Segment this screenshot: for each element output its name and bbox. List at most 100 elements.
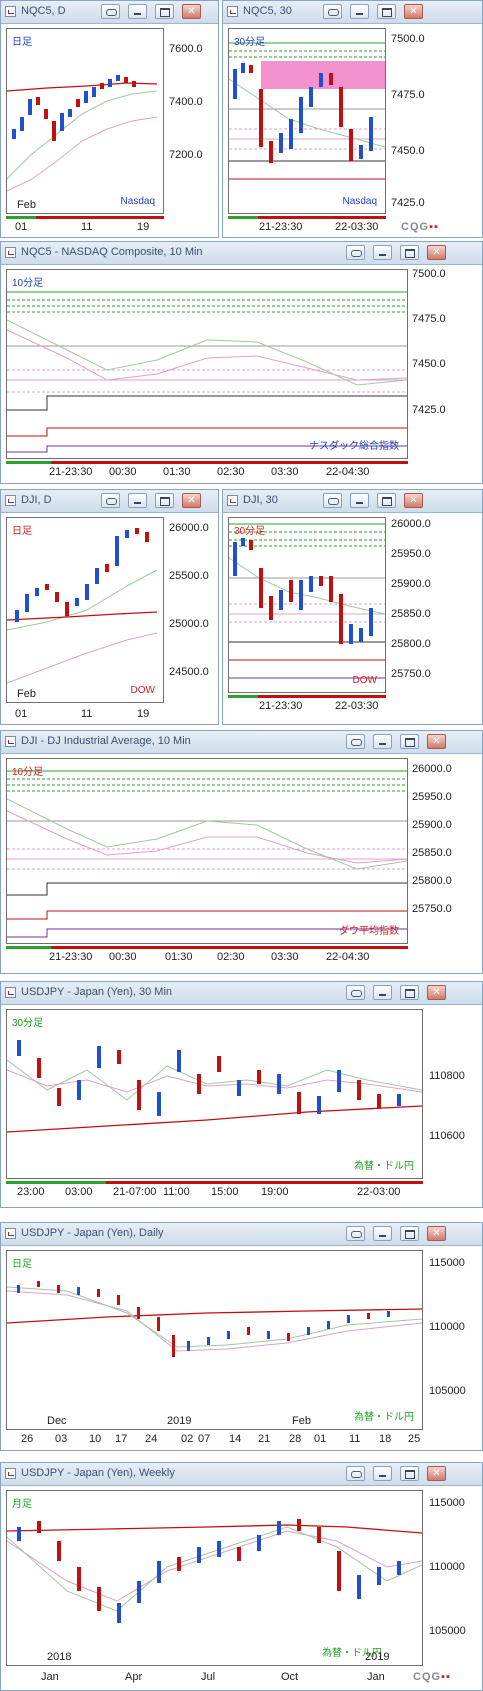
- y-tick: 24500.0: [169, 666, 209, 678]
- x-tick: 03:00: [65, 1186, 93, 1198]
- candlestick-chart: [7, 1519, 422, 1623]
- close-button[interactable]: [427, 245, 446, 260]
- title-bar[interactable]: USDJPY - Japan (Yen), Weekly: [1, 1463, 482, 1486]
- timeframe-label: 30分足: [12, 1018, 44, 1029]
- close-button[interactable]: [182, 493, 201, 508]
- cqg-logo: CQG▪▪: [401, 221, 439, 233]
- y-tick: 7500.0: [391, 33, 425, 45]
- maximize-button[interactable]: [155, 493, 174, 508]
- y-tick: 7450.0: [391, 145, 425, 157]
- x-tick: 28: [289, 1433, 302, 1445]
- timeframe-label: 30分足: [234, 37, 266, 48]
- window-icon: [5, 987, 16, 998]
- close-button[interactable]: [427, 1466, 446, 1481]
- title-bar[interactable]: USDJPY - Japan (Yen), 30 Min: [1, 982, 482, 1005]
- maximize-button[interactable]: [400, 245, 419, 260]
- chart-window-dji-daily[interactable]: DJI, D 日足 DOW Feb 26000.0 25500.0 25000.…: [0, 489, 219, 725]
- close-button[interactable]: [404, 493, 423, 508]
- maximize-button[interactable]: [377, 493, 396, 508]
- price-plot[interactable]: 30分足 DOW: [228, 517, 386, 693]
- link-icon[interactable]: [323, 4, 342, 19]
- minimize-button[interactable]: [128, 4, 147, 19]
- minimize-button[interactable]: [373, 985, 392, 1000]
- chart-window-nqc5-daily[interactable]: NQC5, D 日足 Nasdaq Feb 7600.0 7400.0 7200…: [0, 0, 219, 238]
- link-icon[interactable]: [346, 985, 365, 1000]
- link-icon[interactable]: [346, 245, 365, 260]
- close-button[interactable]: [404, 4, 423, 19]
- close-button[interactable]: [427, 985, 446, 1000]
- title-bar[interactable]: DJI, 30: [223, 490, 482, 513]
- window-title: NQC5, D: [21, 5, 66, 17]
- title-bar[interactable]: NQC5, 30: [223, 1, 482, 24]
- y-tick: 25800.0: [412, 875, 452, 887]
- link-icon[interactable]: [323, 493, 342, 508]
- maximize-button[interactable]: [377, 4, 396, 19]
- y-tick: 25850.0: [391, 608, 431, 620]
- price-plot[interactable]: 10分足 ナスダック総合指数: [6, 269, 408, 459]
- y-tick: 110000: [429, 1321, 465, 1333]
- x-tick: Jan: [41, 1671, 59, 1683]
- x-tick: 25: [408, 1433, 421, 1445]
- window-icon: [5, 6, 16, 17]
- price-plot[interactable]: 30分足 為替・ドル円: [6, 1009, 423, 1179]
- candlestick-chart: [7, 291, 407, 453]
- x-tick: 21: [258, 1433, 271, 1445]
- minimize-button[interactable]: [373, 1226, 392, 1241]
- price-plot[interactable]: 日足 DOW Feb: [6, 517, 164, 703]
- price-plot[interactable]: 日足 為替・ドル円 Dec 2019 Feb: [6, 1250, 423, 1430]
- x-tick: 11: [81, 221, 93, 233]
- instrument-caption: Nasdaq: [342, 196, 377, 207]
- x-tick-year: 2019: [365, 1651, 390, 1663]
- link-icon[interactable]: [346, 1466, 365, 1481]
- title-bar[interactable]: DJI, D: [1, 490, 218, 513]
- minimize-button[interactable]: [128, 493, 147, 508]
- timeframe-label: 日足: [12, 37, 32, 48]
- x-tick: 01:30: [163, 466, 191, 478]
- x-tick: 15:00: [211, 1186, 239, 1198]
- price-plot[interactable]: 日足 Nasdaq Feb: [6, 28, 164, 214]
- price-plot[interactable]: 30分足 Nasdaq: [228, 28, 386, 214]
- maximize-button[interactable]: [400, 734, 419, 749]
- close-button[interactable]: [182, 4, 201, 19]
- chart-window-usdjpy-weekly[interactable]: USDJPY - Japan (Yen), Weekly 月足 為替・ドル円 2…: [0, 1462, 483, 1691]
- link-icon[interactable]: [101, 4, 120, 19]
- minimize-button[interactable]: [350, 4, 369, 19]
- x-tick: 24: [145, 1433, 158, 1445]
- x-tick: 07: [198, 1433, 211, 1445]
- chart-window-dji-30min[interactable]: DJI, 30 30分足 DOW 26000.0 25950.0 25900.0: [222, 489, 483, 725]
- x-tick: 22-03:00: [357, 1186, 401, 1198]
- chart-window-usdjpy-daily[interactable]: USDJPY - Japan (Yen), Daily 日足 為替・ドル円 De…: [0, 1222, 483, 1451]
- link-icon[interactable]: [346, 734, 365, 749]
- minimize-button[interactable]: [373, 245, 392, 260]
- x-tick-month: 2019: [167, 1415, 192, 1427]
- chart-window-usdjpy-30min[interactable]: USDJPY - Japan (Yen), 30 Min 30分足 為替・ドル円…: [0, 981, 483, 1208]
- maximize-button[interactable]: [155, 4, 174, 19]
- x-tick: Jul: [201, 1671, 216, 1683]
- window-title: DJI, D: [21, 494, 52, 506]
- maximize-button[interactable]: [400, 985, 419, 1000]
- x-tick: 02: [181, 1433, 194, 1445]
- chart-window-dji-10min[interactable]: DJI - DJ Industrial Average, 10 Min 10分足…: [0, 730, 483, 974]
- title-bar[interactable]: USDJPY - Japan (Yen), Daily: [1, 1223, 482, 1246]
- x-tick: 00:30: [109, 466, 137, 478]
- x-tick-month: Feb: [17, 199, 36, 211]
- link-icon[interactable]: [101, 493, 120, 508]
- title-bar[interactable]: DJI - DJ Industrial Average, 10 Min: [1, 731, 482, 754]
- link-icon[interactable]: [346, 1226, 365, 1241]
- chart-window-nqc5-10min[interactable]: NQC5 - NASDAQ Composite, 10 Min 10分足 ナスダ…: [0, 241, 483, 484]
- maximize-button[interactable]: [400, 1226, 419, 1241]
- price-plot[interactable]: 10分足 ダウ平均指数: [6, 758, 408, 944]
- x-tick: 02:30: [217, 466, 245, 478]
- minimize-button[interactable]: [373, 734, 392, 749]
- instrument-caption: 為替・ドル円: [354, 1412, 414, 1423]
- minimize-button[interactable]: [350, 493, 369, 508]
- close-button[interactable]: [427, 1226, 446, 1241]
- title-bar[interactable]: NQC5 - NASDAQ Composite, 10 Min: [1, 242, 482, 265]
- title-bar[interactable]: NQC5, D: [1, 1, 218, 24]
- close-button[interactable]: [427, 734, 446, 749]
- minimize-button[interactable]: [373, 1466, 392, 1481]
- maximize-button[interactable]: [400, 1466, 419, 1481]
- x-tick: 11: [349, 1433, 361, 1445]
- price-plot[interactable]: 月足 為替・ドル円 2018 2019: [6, 1490, 423, 1666]
- chart-window-nqc5-30min[interactable]: NQC5, 30 30分足 Nasdaq 7500.0 7475.0 7450.…: [222, 0, 483, 238]
